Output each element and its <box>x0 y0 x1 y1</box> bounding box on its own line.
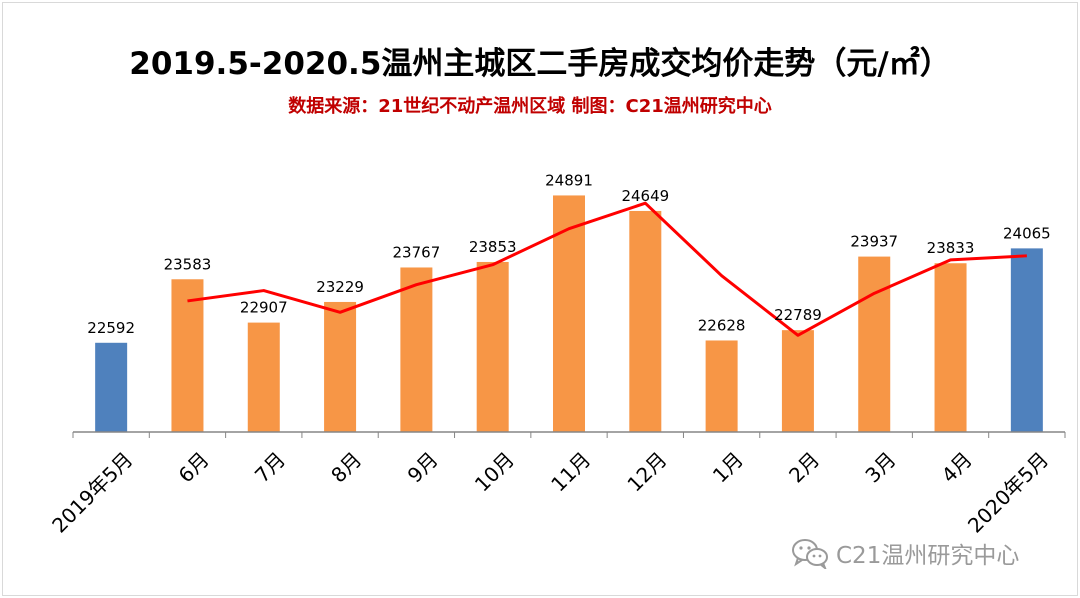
bar <box>553 195 585 432</box>
x-tick-label: 1月 <box>708 447 748 487</box>
bar <box>171 279 204 432</box>
data-label: 23583 <box>164 255 212 273</box>
x-tick-label: 3月 <box>860 447 900 487</box>
data-label: 24065 <box>1003 224 1051 242</box>
x-tick-label: 12月 <box>622 447 671 496</box>
x-tick-label: 6月 <box>174 447 214 487</box>
data-label: 22592 <box>87 319 135 337</box>
bar <box>1010 248 1043 432</box>
x-tick-label: 8月 <box>326 447 366 487</box>
data-label: 23937 <box>850 233 898 251</box>
chart-subtitle: 数据来源：21世纪不动产温州区域 制图：C21温州研究中心 <box>288 96 772 117</box>
bar <box>95 342 128 432</box>
data-label: 23853 <box>469 238 517 256</box>
data-label: 24649 <box>621 187 669 205</box>
bar <box>934 263 967 432</box>
data-label: 24891 <box>545 171 593 189</box>
bar <box>476 261 509 432</box>
bar <box>400 267 433 432</box>
bar <box>324 301 357 432</box>
chart-title: 2019.5-2020.5温州主城区二手房成交均价走势（元/㎡） <box>129 46 951 82</box>
x-tick-label: 7月 <box>250 447 290 487</box>
data-label: 22907 <box>240 299 288 317</box>
x-tick-label: 2020年5月 <box>963 447 1053 537</box>
bar <box>781 330 814 432</box>
data-label: 23833 <box>927 239 975 257</box>
trend-line <box>187 201 1027 337</box>
data-label: 23767 <box>393 243 441 261</box>
x-tick-label: 10月 <box>470 447 519 496</box>
wechat-icon <box>792 539 828 569</box>
data-label: 22628 <box>698 316 746 334</box>
bar <box>858 256 891 432</box>
x-tick-label: 2019年5月 <box>47 447 137 537</box>
bar <box>629 210 662 432</box>
data-label: 23229 <box>316 278 364 296</box>
data-label: 22789 <box>774 306 822 324</box>
bar <box>705 340 738 432</box>
bar <box>247 322 280 432</box>
x-tick-label: 9月 <box>403 447 443 487</box>
watermark: C21温州研究中心 <box>790 536 1019 570</box>
x-tick-label: 4月 <box>937 447 977 487</box>
watermark-text: C21温州研究中心 <box>836 543 1020 569</box>
x-tick-label: 11月 <box>546 447 595 496</box>
x-tick-label: 2月 <box>784 447 824 487</box>
